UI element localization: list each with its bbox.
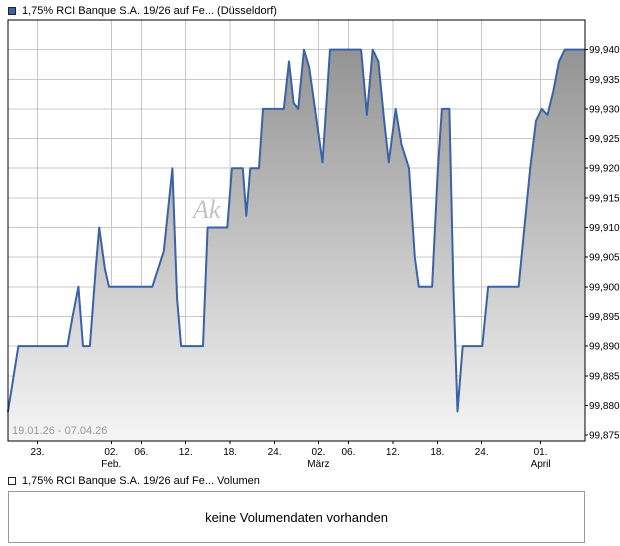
price-series-legend-label: 1,75% RCI Banque S.A. 19/26 auf Fe... (D… (22, 4, 277, 17)
price-area (8, 49, 585, 441)
price-chart-legend: 1,75% RCI Banque S.A. 19/26 auf Fe... (D… (0, 0, 620, 17)
x-axis-tick-label: 06. (341, 447, 355, 458)
y-axis-tick-label: 99,920 (589, 164, 620, 175)
y-axis-tick-label: 99,915 (589, 193, 620, 204)
y-axis-tick-label: 99,905 (589, 253, 620, 264)
x-axis-tick-label: 02. (104, 447, 118, 458)
volume-chart-legend: 1,75% RCI Banque S.A. 19/26 auf Fe... Vo… (0, 470, 620, 487)
price-line (7, 48, 586, 413)
x-axis-tick-label: 18. (430, 447, 444, 458)
chart-border (7, 19, 586, 442)
y-axis-tick-label: 99,885 (589, 371, 620, 382)
y-axis-tick-label: 99,935 (589, 75, 620, 86)
x-axis-tick-label: 12. (386, 447, 400, 458)
volume-legend-label: 1,75% RCI Banque S.A. 19/26 auf Fe... Vo… (22, 474, 260, 487)
volume-empty-message: keine Volumendaten vorhanden (205, 509, 388, 525)
x-axis-tick-label: 12. (179, 447, 193, 458)
date-range-label: 19.01.26 - 07.04.26 (12, 425, 107, 437)
x-axis-month-label: Feb. (101, 459, 121, 470)
volume-panel: keine Volumendaten vorhanden (8, 491, 585, 543)
x-axis-tick-label: 23. (30, 447, 44, 458)
x-axis-tick-label: 24. (475, 447, 489, 458)
x-axis-tick-label: 18. (223, 447, 237, 458)
y-axis-tick-label: 99,890 (589, 342, 620, 353)
y-axis-tick-label: 99,875 (589, 431, 620, 442)
volume-legend-marker (8, 476, 16, 485)
y-axis-tick-label: 99,895 (589, 312, 620, 323)
price-series-legend-marker (8, 6, 16, 15)
y-axis-tick-label: 99,900 (589, 282, 620, 293)
y-axis-tick-label: 99,925 (589, 134, 620, 145)
y-axis-tick-label: 99,880 (589, 401, 620, 412)
x-axis-tick-label: 06. (134, 447, 148, 458)
y-axis-tick-label: 99,930 (589, 104, 620, 115)
x-axis-tick-label: 02. (311, 447, 325, 458)
x-axis-month-label: April (531, 459, 551, 470)
x-axis-tick-label: 01. (534, 447, 548, 458)
y-axis-tick-label: 99,910 (589, 223, 620, 234)
watermark-text: Ak (191, 195, 221, 224)
x-axis-month-label: März (307, 459, 329, 470)
y-axis-tick-label: 99,940 (589, 45, 620, 56)
x-axis-tick-label: 24. (268, 447, 282, 458)
price-chart: Ak 99,940 99,935 99,930 99,925 99,920 99,915 99… (7, 19, 620, 470)
